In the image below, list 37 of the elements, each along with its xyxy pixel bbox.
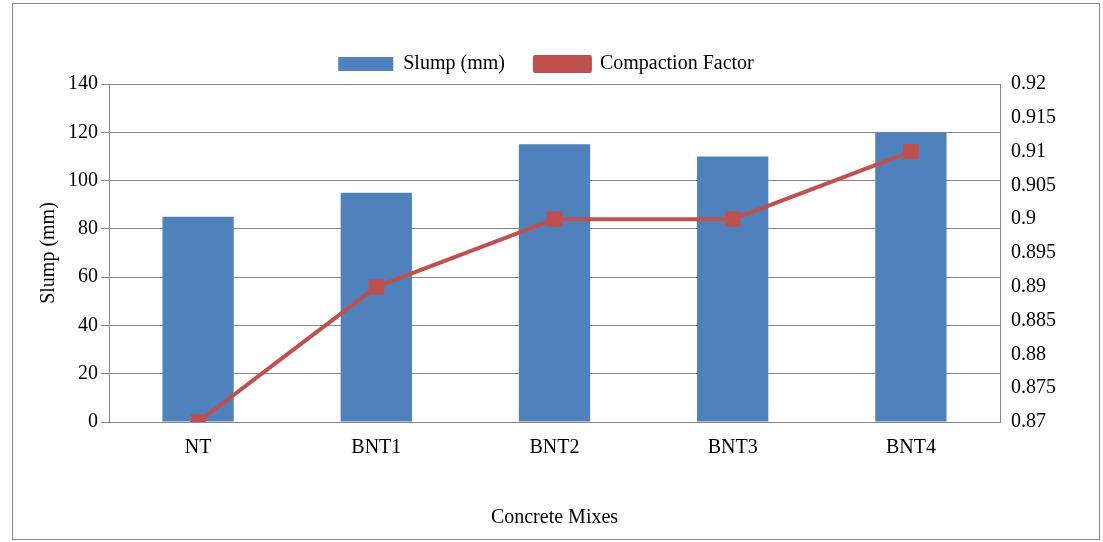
point (546, 211, 563, 227)
y-tick-label: 80 (78, 216, 98, 239)
y-tick-label: 40 (78, 312, 98, 335)
bar (518, 144, 591, 422)
y2-tick-label: 0.905 (1011, 172, 1056, 195)
y-tick-label: 140 (68, 71, 98, 94)
bar (340, 192, 412, 422)
bar (875, 132, 947, 422)
y2-tick-label: 0.9 (1011, 206, 1036, 229)
y2-tick-label: 0.915 (1011, 105, 1056, 128)
x-axis-title: Concrete Mixes (490, 505, 619, 528)
y2-tick-label: 0.91 (1011, 138, 1046, 161)
x-tick-label: BNT1 (351, 435, 402, 458)
x-tick-label: NT (184, 435, 212, 458)
y2-tick-label: 0.88 (1011, 341, 1046, 364)
y2-tick-label: 0.895 (1011, 240, 1056, 263)
bar (697, 156, 769, 422)
y2-tick-label: 0.89 (1011, 274, 1046, 297)
bar (162, 216, 234, 422)
y2-tick-label: 0.92 (1011, 71, 1046, 94)
y2-tick-label: 0.875 (1011, 375, 1056, 398)
x-tick-label: BNT2 (529, 435, 580, 458)
legend-label: Slump (mm) (403, 51, 505, 75)
y-tick-label: 120 (68, 119, 98, 142)
y-tick-label: 100 (68, 167, 98, 190)
y-axis-title: Slump (mm) (36, 202, 60, 304)
point (903, 143, 919, 160)
y2-tick-label: 0.87 (1011, 409, 1046, 432)
point (725, 211, 741, 227)
y-tick-label: 20 (78, 360, 98, 383)
y2-tick-label: 0.885 (1011, 307, 1056, 330)
legend-label: Compaction Factor (599, 51, 755, 75)
point (368, 279, 384, 295)
y-tick-label: 60 (78, 264, 98, 287)
y-tick-label: 0 (88, 409, 98, 432)
x-tick-label: BNT3 (707, 435, 758, 458)
x-tick-label: BNT4 (885, 435, 936, 458)
